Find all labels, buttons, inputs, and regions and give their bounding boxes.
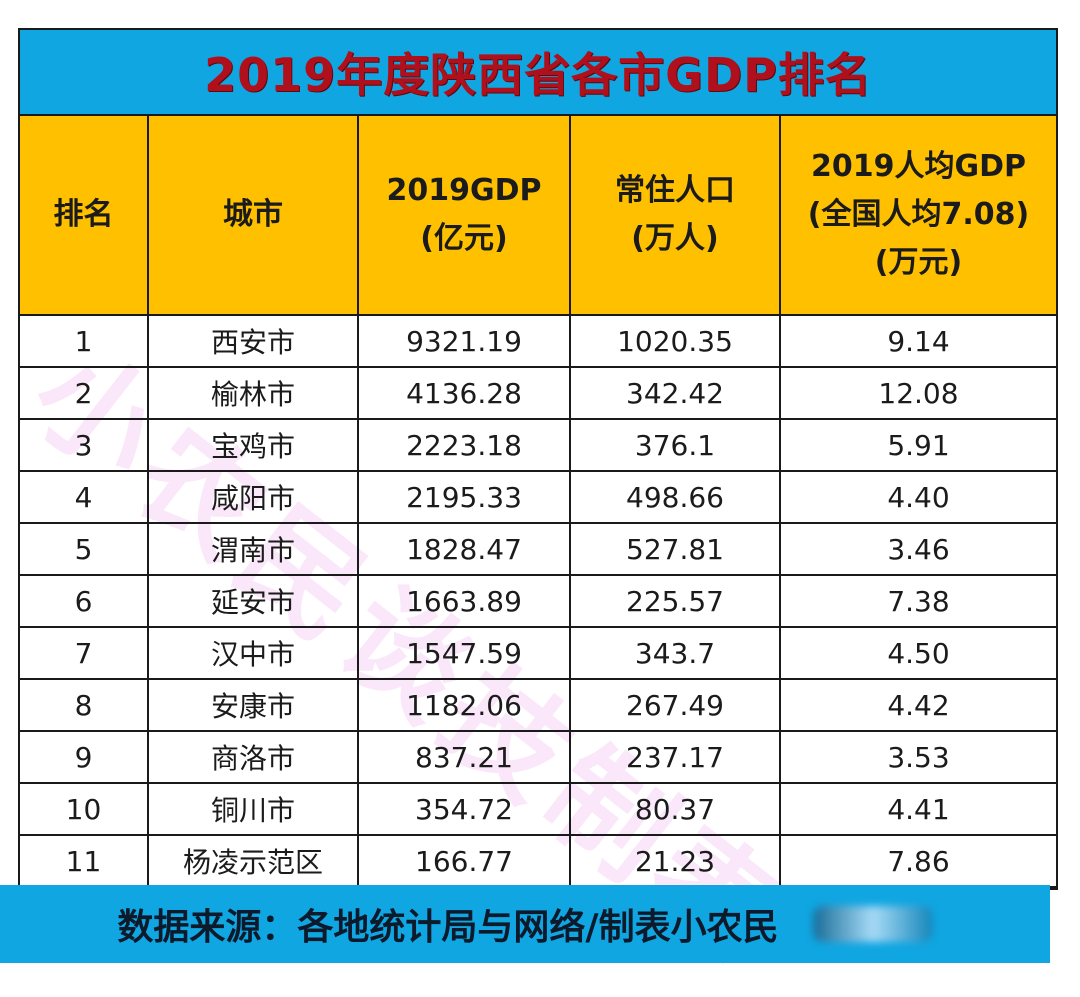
cell-gdp: 1182.06 — [357, 678, 571, 732]
cell-population: 498.66 — [569, 470, 781, 524]
cell-population: 342.42 — [569, 366, 781, 420]
cell-rank: 3 — [20, 418, 149, 472]
cell-per-capita: 4.42 — [779, 678, 1056, 732]
table-row: 9 商洛市 837.21 237.17 3.53 — [20, 730, 1056, 784]
cell-population: 237.17 — [569, 730, 781, 784]
header-row: 排名 城市 2019GDP (亿元) 常住人口 (万人) 2019人均GDP (… — [20, 116, 1056, 316]
cell-population: 343.7 — [569, 626, 781, 680]
cell-gdp: 4136.28 — [357, 366, 571, 420]
gdp-table: 排名 城市 2019GDP (亿元) 常住人口 (万人) 2019人均GDP (… — [20, 116, 1056, 888]
cell-gdp: 1828.47 — [357, 522, 571, 576]
cell-gdp: 2195.33 — [357, 470, 571, 524]
cell-city: 杨凌示范区 — [147, 834, 359, 888]
header-city-label: 城市 — [223, 197, 283, 232]
cell-city: 咸阳市 — [147, 470, 359, 524]
cell-rank: 11 — [20, 834, 149, 888]
header-population: 常住人口 (万人) — [569, 116, 781, 316]
header-per-capita-label: 2019人均GDP — [810, 149, 1026, 184]
cell-rank: 1 — [20, 314, 149, 368]
cell-gdp: 837.21 — [357, 730, 571, 784]
table-row: 7 汉中市 1547.59 343.7 4.50 — [20, 626, 1056, 680]
header-per-capita: 2019人均GDP (全国人均7.08) (万元) — [779, 116, 1056, 316]
cell-population: 1020.35 — [569, 314, 781, 368]
cell-gdp: 9321.19 — [357, 314, 571, 368]
blurred-watermark-icon — [812, 906, 933, 942]
cell-population: 21.23 — [569, 834, 781, 888]
cell-gdp: 1663.89 — [357, 574, 571, 628]
cell-population: 80.37 — [569, 782, 781, 836]
table-row: 2 榆林市 4136.28 342.42 12.08 — [20, 366, 1056, 420]
cell-city: 西安市 — [147, 314, 359, 368]
source-footer-band: 数据来源：各地统计局与网络/制表小农民 — [0, 885, 1050, 963]
cell-city: 商洛市 — [147, 730, 359, 784]
cell-gdp: 1547.59 — [357, 626, 571, 680]
header-rank-label: 排名 — [53, 197, 114, 232]
table-row: 3 宝鸡市 2223.18 376.1 5.91 — [20, 418, 1056, 472]
cell-rank: 2 — [20, 366, 149, 420]
cell-population: 527.81 — [569, 522, 781, 576]
cell-city: 延安市 — [147, 574, 359, 628]
header-population-unit: (万人) — [631, 221, 719, 256]
table-row: 11 杨凌示范区 166.77 21.23 7.86 — [20, 834, 1056, 888]
cell-rank: 6 — [20, 574, 149, 628]
header-gdp: 2019GDP (亿元) — [357, 116, 571, 316]
cell-city: 宝鸡市 — [147, 418, 359, 472]
cell-per-capita: 12.08 — [779, 366, 1056, 420]
header-population-label: 常住人口 — [615, 173, 735, 208]
cell-rank: 8 — [20, 678, 149, 732]
table-row: 5 渭南市 1828.47 527.81 3.46 — [20, 522, 1056, 576]
cell-population: 225.57 — [569, 574, 781, 628]
cell-rank: 7 — [20, 626, 149, 680]
cell-city: 汉中市 — [147, 626, 359, 680]
cell-gdp: 166.77 — [357, 834, 571, 888]
header-rank: 排名 — [20, 116, 149, 316]
header-city: 城市 — [147, 116, 359, 316]
cell-per-capita: 3.53 — [779, 730, 1056, 784]
page-title: 2019年度陕西省各市GDP排名 — [204, 48, 872, 102]
cell-per-capita: 4.40 — [779, 470, 1056, 524]
cell-rank: 10 — [20, 782, 149, 836]
cell-city: 安康市 — [147, 678, 359, 732]
cell-gdp: 2223.18 — [357, 418, 571, 472]
cell-city: 铜川市 — [147, 782, 359, 836]
cell-rank: 4 — [20, 470, 149, 524]
header-per-capita-note: (全国人均7.08) — [807, 197, 1030, 232]
header-gdp-unit: (亿元) — [420, 221, 508, 256]
cell-per-capita: 4.41 — [779, 782, 1056, 836]
header-gdp-label: 2019GDP — [386, 173, 542, 208]
title-band: 2019年度陕西省各市GDP排名 — [20, 30, 1056, 116]
table-row: 1 西安市 9321.19 1020.35 9.14 — [20, 314, 1056, 368]
cell-per-capita: 3.46 — [779, 522, 1056, 576]
cell-per-capita: 9.14 — [779, 314, 1056, 368]
cell-population: 376.1 — [569, 418, 781, 472]
cell-per-capita: 5.91 — [779, 418, 1056, 472]
cell-gdp: 354.72 — [357, 782, 571, 836]
table-row: 6 延安市 1663.89 225.57 7.38 — [20, 574, 1056, 628]
table-row: 10 铜川市 354.72 80.37 4.41 — [20, 782, 1056, 836]
cell-per-capita: 7.38 — [779, 574, 1056, 628]
cell-per-capita: 7.86 — [779, 834, 1056, 888]
gdp-ranking-table-sheet: 2019年度陕西省各市GDP排名 排名 城市 2019GDP (亿元) 常住人口… — [18, 28, 1058, 890]
source-footer-text: 数据来源：各地统计局与网络/制表小农民 — [117, 907, 779, 948]
cell-population: 267.49 — [569, 678, 781, 732]
cell-per-capita: 4.50 — [779, 626, 1056, 680]
table-row: 8 安康市 1182.06 267.49 4.42 — [20, 678, 1056, 732]
cell-city: 榆林市 — [147, 366, 359, 420]
header-per-capita-unit: (万元) — [874, 245, 963, 280]
cell-rank: 5 — [20, 522, 149, 576]
cell-city: 渭南市 — [147, 522, 359, 576]
cell-rank: 9 — [20, 730, 149, 784]
table-row: 4 咸阳市 2195.33 498.66 4.40 — [20, 470, 1056, 524]
